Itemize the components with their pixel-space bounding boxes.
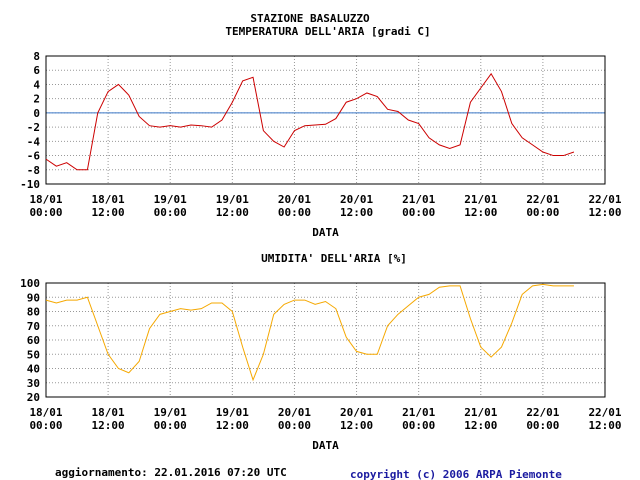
y-tick-label: 80: [27, 306, 40, 319]
x-tick-label-line: 19/01: [216, 406, 249, 419]
x-tick-label: 22/01 12:00: [588, 406, 621, 432]
x-tick-label-line: 21/01: [402, 193, 435, 206]
x-tick-label-line: 12:00: [464, 206, 497, 219]
x-tick-label-line: 00:00: [29, 419, 62, 432]
x-tick-label: 21/01 00:00: [402, 406, 435, 432]
x-axis-label: DATA: [312, 226, 339, 239]
x-tick-label-line: 00:00: [29, 206, 62, 219]
x-tick-label-line: 00:00: [402, 206, 435, 219]
y-tick-label: 40: [27, 363, 40, 376]
x-tick-label: 18/01 00:00: [29, 406, 62, 432]
x-tick-label-line: 00:00: [526, 206, 559, 219]
x-tick-label-line: 12:00: [92, 206, 125, 219]
x-tick-label-line: 22/01: [588, 193, 621, 206]
y-tick-label: 8: [33, 50, 40, 63]
x-tick-label-line: 18/01: [92, 193, 125, 206]
x-tick-label: 18/01 12:00: [92, 193, 125, 219]
chart-title: UMIDITA' DELL'ARIA [%]: [261, 252, 407, 265]
x-tick-label-line: 22/01: [526, 406, 559, 419]
chart-title: STAZIONE BASALUZZO: [250, 12, 370, 25]
x-tick-label: 20/01 12:00: [340, 406, 373, 432]
data-line: [45, 283, 574, 382]
x-tick-label: 19/01 12:00: [216, 193, 249, 219]
x-tick-label: 20/01 00:00: [278, 193, 311, 219]
x-tick-label-line: 19/01: [154, 193, 187, 206]
x-tick-label: 22/01 00:00: [526, 193, 559, 219]
x-tick-label-line: 12:00: [588, 206, 621, 219]
x-tick-label: 21/01 12:00: [464, 193, 497, 219]
x-tick-label-line: 19/01: [154, 406, 187, 419]
x-tick-label: 20/01 00:00: [278, 406, 311, 432]
x-tick-label-line: 18/01: [29, 193, 62, 206]
y-tick-label: -10: [20, 178, 40, 191]
plot-frame: [45, 55, 606, 185]
x-tick-label: 22/01 12:00: [588, 193, 621, 219]
plot-frame: [45, 282, 606, 398]
x-tick-label: 21/01 00:00: [402, 193, 435, 219]
y-tick-label: 4: [33, 78, 40, 91]
y-tick-label: -6: [27, 150, 41, 163]
x-tick-label-line: 21/01: [464, 406, 497, 419]
y-tick-label: -4: [27, 135, 41, 148]
chart-subtitle: TEMPERATURA DELL'ARIA [gradi C]: [225, 25, 430, 38]
x-tick-label-line: 00:00: [402, 419, 435, 432]
x-tick-label-line: 12:00: [92, 419, 125, 432]
x-tick-label-line: 22/01: [588, 406, 621, 419]
update-note: aggiornamento: 22.01.2016 07:20 UTC: [55, 466, 287, 479]
x-tick-label-line: 12:00: [340, 206, 373, 219]
x-tick-label-line: 00:00: [154, 419, 187, 432]
x-tick-label-line: 20/01: [278, 406, 311, 419]
x-tick-label-line: 12:00: [216, 206, 249, 219]
copyright: copyright (c) 2006 ARPA Piemonte: [350, 468, 562, 480]
y-tick-label: 50: [27, 348, 40, 361]
data-line: [45, 72, 575, 171]
x-tick-label-line: 20/01: [340, 193, 373, 206]
x-tick-label: 20/01 12:00: [340, 193, 373, 219]
x-tick-label: 22/01 00:00: [526, 406, 559, 432]
y-tick-label: 30: [27, 377, 40, 390]
x-tick-label-line: 19/01: [216, 193, 249, 206]
x-tick-label-line: 12:00: [588, 419, 621, 432]
x-tick-label-line: 20/01: [278, 193, 311, 206]
x-tick-label-line: 21/01: [464, 193, 497, 206]
x-tick-label: 18/01 00:00: [29, 193, 62, 219]
x-tick-label-line: 20/01: [340, 406, 373, 419]
x-tick-label-line: 22/01: [526, 193, 559, 206]
y-tick-label: 70: [27, 320, 40, 333]
x-tick-label-line: 00:00: [526, 419, 559, 432]
y-tick-label: -2: [27, 121, 40, 134]
y-tick-label: 20: [27, 391, 40, 404]
y-tick-label: 60: [27, 334, 40, 347]
x-tick-label-line: 18/01: [29, 406, 62, 419]
x-tick-label-line: 21/01: [402, 406, 435, 419]
x-tick-label-line: 12:00: [464, 419, 497, 432]
x-axis-label: DATA: [312, 439, 339, 452]
x-tick-label: 19/01 00:00: [154, 406, 187, 432]
x-tick-label: 18/01 12:00: [92, 406, 125, 432]
y-tick-label: 90: [27, 291, 40, 304]
y-tick-label: 100: [20, 277, 40, 290]
y-tick-label: 6: [33, 64, 40, 77]
x-tick-label-line: 12:00: [216, 419, 249, 432]
x-tick-label-line: 12:00: [340, 419, 373, 432]
y-tick-label: 0: [33, 107, 40, 120]
x-tick-label-line: 18/01: [92, 406, 125, 419]
x-tick-label-line: 00:00: [154, 206, 187, 219]
x-tick-label: 19/01 12:00: [216, 406, 249, 432]
y-tick-label: -8: [27, 164, 40, 177]
x-tick-label: 19/01 00:00: [154, 193, 187, 219]
x-tick-label-line: 00:00: [278, 206, 311, 219]
y-tick-label: 2: [33, 93, 40, 106]
x-tick-label-line: 00:00: [278, 419, 311, 432]
x-tick-label: 21/01 12:00: [464, 406, 497, 432]
